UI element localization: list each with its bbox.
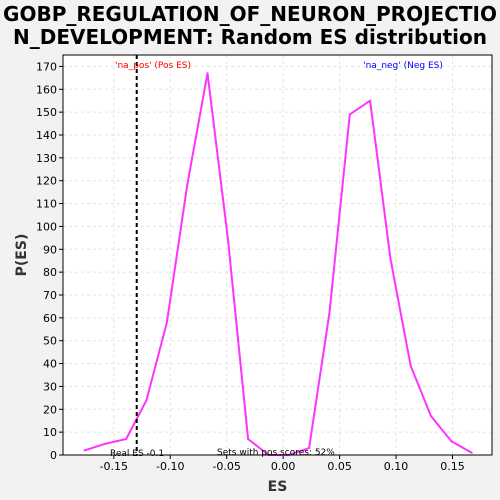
y-tick-label: 150 [36,106,57,119]
axes-layer: 0 10 20 30 40 50 60 70 80 90 100 110 120 130 140 150 160… [36,60,465,473]
x-tick-label: 0.05 [327,460,352,473]
chart-title-line-1: GOBP_REGULATION_OF_NEURON_PROJECTIO [3,2,497,26]
es-data-point [145,399,148,402]
y-tick-label: 60 [43,312,57,325]
y-tick-label: 170 [36,60,57,73]
chart-title-line-2: N_DEVELOPMENT: Random ES distribution [13,25,487,49]
y-tick-label: 40 [43,358,57,371]
es-data-point [369,99,372,102]
real-es-label: Real ES -0.1 [110,449,164,459]
es-data-point [328,312,331,315]
x-axis-label: ES [268,479,288,495]
y-axis-label: P(ES) [14,234,30,277]
es-data-point [389,257,392,260]
plot-frame [62,54,493,456]
es-data-point [308,447,311,450]
y-tick-label: 130 [36,152,57,165]
y-tick-label: 90 [43,243,57,256]
es-data-point [186,184,189,187]
y-tick-label: 100 [36,220,57,233]
x-tick-label: 0.15 [440,460,465,473]
y-tick-label: 0 [50,449,57,462]
es-data-point [206,72,209,75]
y-tick-label: 20 [43,403,57,416]
es-data-point [226,236,229,239]
x-tick-label: -0.05 [212,460,240,473]
sets-pos-scores-label: Sets with pos scores: 52% [217,448,335,458]
x-tick-label: -0.10 [156,460,184,473]
x-tick-label: 0.10 [384,460,409,473]
es-data-point [165,321,168,324]
es-data-point [409,364,412,367]
es-data-point [450,440,453,443]
y-tick-label: 10 [43,426,57,439]
y-tick-label: 120 [36,175,57,188]
es-data-point [348,113,351,116]
es-data-point [104,442,107,445]
es-data-point [470,451,473,454]
x-tick-label: -0.15 [100,460,128,473]
x-tick-label: 0.00 [271,460,296,473]
grid-layer [63,55,492,456]
es-data-point [247,438,250,440]
y-tick-label: 140 [36,129,57,142]
y-tick-label: 50 [43,335,57,348]
es-data-point [430,415,432,418]
plot-area [63,55,492,455]
neg-es-label: 'na_neg' (Neg ES) [363,61,443,71]
y-tick-label: 110 [36,198,57,211]
y-tick-label: 30 [43,380,57,393]
y-tick-label: 160 [36,83,57,96]
y-tick-label: 80 [43,266,57,279]
pos-es-label: 'na_pos' (Pos ES) [115,61,191,71]
es-data-point [83,449,86,452]
y-tick-label: 70 [43,289,57,302]
es-data-point [125,438,128,440]
